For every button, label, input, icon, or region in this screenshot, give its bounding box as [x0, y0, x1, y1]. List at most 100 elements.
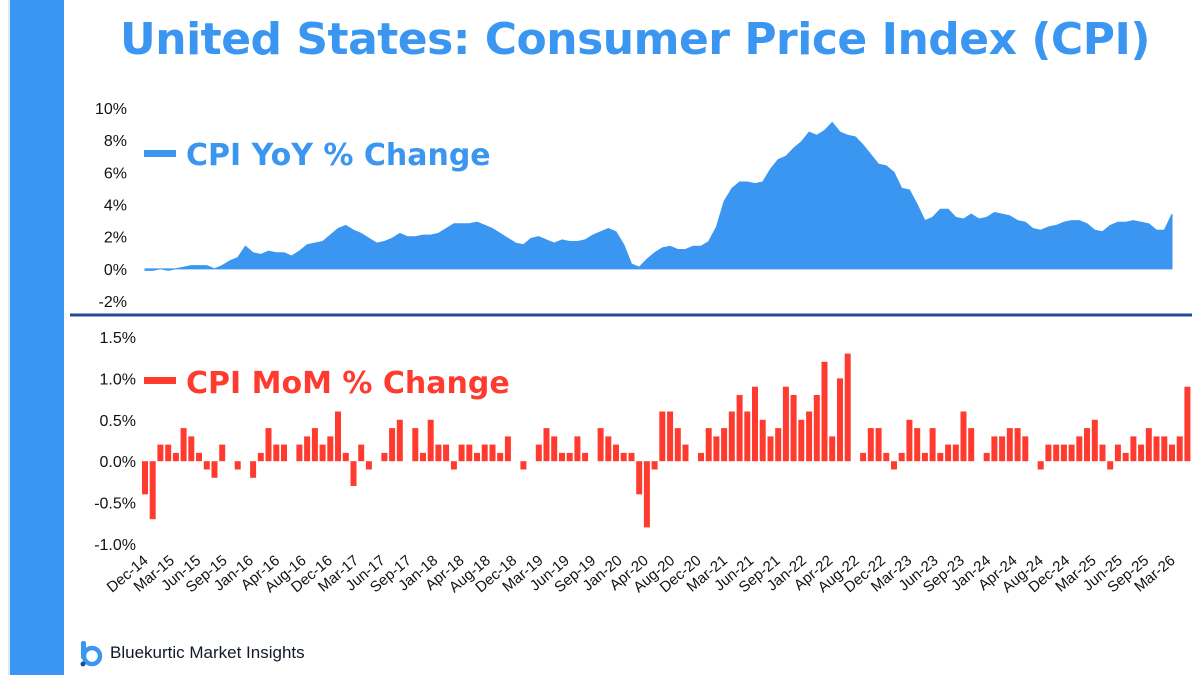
- mom-bar: [721, 428, 728, 462]
- mom-bar: [443, 444, 450, 462]
- mom-bar: [837, 378, 843, 462]
- yoy-y-tick-label: -2%: [99, 294, 127, 311]
- mom-bar: [1076, 436, 1083, 462]
- mom-bar: [620, 452, 627, 462]
- mom-bar: [381, 452, 388, 462]
- mom-bar: [1037, 461, 1044, 470]
- mom-legend-swatch: [144, 377, 176, 384]
- mom-y-tick-label: -0.5%: [94, 496, 136, 513]
- mom-bar: [358, 444, 365, 462]
- mom-bar: [450, 461, 457, 470]
- mom-bar: [281, 444, 287, 462]
- mom-bar: [396, 419, 403, 462]
- mom-bar: [883, 452, 890, 462]
- mom-bar: [891, 461, 897, 470]
- mom-bar: [1099, 444, 1106, 462]
- yoy-y-tick-label: 8%: [104, 133, 127, 150]
- mom-bar: [1184, 386, 1191, 462]
- mom-bar: [698, 452, 704, 462]
- mom-bar: [420, 452, 426, 462]
- mom-bar: [458, 444, 465, 462]
- mom-bar: [427, 419, 434, 462]
- mom-bar: [991, 436, 998, 462]
- mom-bar: [389, 428, 396, 462]
- mom-bar: [257, 452, 264, 462]
- mom-bar: [497, 452, 504, 462]
- mom-bar: [1068, 444, 1075, 462]
- yoy-y-tick-label: 0%: [104, 262, 127, 279]
- mom-bar: [659, 411, 666, 462]
- brand-footer: Bluekurtic Market Insights: [78, 636, 305, 670]
- yoy-legend-label: CPI YoY % Change: [186, 138, 491, 173]
- mom-bar: [937, 452, 944, 462]
- mom-bar: [1138, 444, 1145, 462]
- mom-bar: [435, 444, 442, 462]
- mom-bar: [775, 428, 782, 462]
- mom-bar: [149, 461, 156, 520]
- mom-bar: [504, 436, 511, 462]
- sidebar-accent-bar: [8, 0, 64, 675]
- mom-bar: [736, 395, 743, 462]
- yoy-legend-swatch: [144, 150, 176, 157]
- yoy-area-series: [144, 121, 1173, 271]
- mom-bar: [342, 452, 349, 462]
- mom-bar: [1084, 428, 1090, 462]
- mom-bar: [952, 444, 959, 462]
- mom-bar: [651, 461, 658, 470]
- mom-bar: [867, 428, 874, 462]
- yoy-y-tick-label: 6%: [104, 165, 127, 182]
- mom-bar: [860, 452, 867, 462]
- mom-bar: [1114, 444, 1121, 462]
- mom-bar: [597, 428, 604, 462]
- mom-y-tick-label: 1.5%: [100, 330, 136, 347]
- bluekurtic-logo-icon: [80, 641, 103, 667]
- mom-bar: [219, 444, 226, 462]
- mom-bar: [311, 428, 318, 462]
- mom-bar: [481, 444, 488, 462]
- mom-bar: [643, 461, 650, 528]
- mom-y-tick-label: -1.0%: [94, 537, 136, 554]
- mom-bar: [474, 452, 480, 462]
- yoy-panel: -2% 0% 2% 4% 6% 8% 10% CPI YoY % Change: [95, 101, 1173, 311]
- mom-bar: [744, 411, 751, 462]
- mom-bar: [582, 452, 589, 462]
- mom-bar: [829, 436, 836, 462]
- yoy-y-tick-label: 10%: [95, 101, 127, 118]
- mom-bar: [273, 444, 280, 462]
- mom-legend-label: CPI MoM % Change: [186, 366, 510, 401]
- yoy-y-tick-label: 2%: [104, 230, 127, 247]
- mom-bar: [921, 452, 928, 462]
- mom-bar: [319, 444, 326, 462]
- mom-bar: [234, 461, 241, 470]
- mom-bar: [304, 436, 311, 462]
- mom-bar: [914, 428, 921, 462]
- mom-bar: [1153, 436, 1160, 462]
- mom-bar: [551, 436, 558, 462]
- mom-bar: [1053, 444, 1060, 462]
- mom-bar: [1060, 444, 1067, 462]
- mom-bar: [535, 444, 542, 462]
- mom-bar: [412, 428, 419, 462]
- mom-bar: [543, 428, 550, 462]
- mom-bar: [327, 436, 334, 462]
- mom-bar: [1014, 428, 1021, 462]
- mom-bar: [844, 353, 851, 462]
- mom-bar: [203, 461, 210, 470]
- mom-bar: [782, 386, 789, 462]
- mom-bar: [265, 428, 272, 462]
- mom-bar: [798, 419, 805, 462]
- mom-bar: [705, 428, 712, 462]
- mom-bar: [628, 452, 635, 462]
- mom-bar: [806, 411, 813, 462]
- mom-bar: [821, 361, 828, 462]
- mom-bar: [906, 419, 913, 462]
- mom-bar: [172, 452, 179, 462]
- mom-bar: [960, 411, 967, 462]
- mom-bar: [667, 411, 674, 462]
- mom-bar: [759, 419, 766, 462]
- mom-bar: [1045, 444, 1052, 462]
- mom-bar: [875, 428, 882, 462]
- mom-bar: [559, 452, 565, 462]
- mom-bar: [1107, 461, 1114, 470]
- mom-bar: [1161, 436, 1168, 462]
